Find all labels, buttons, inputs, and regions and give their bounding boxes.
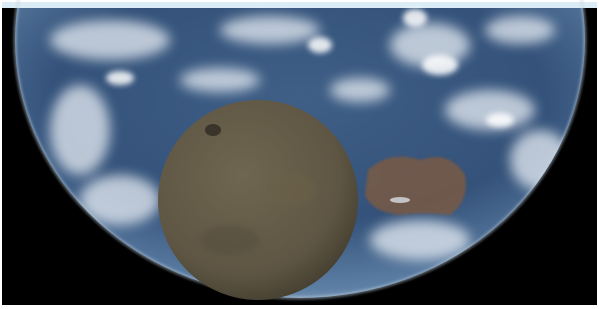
cloud	[180, 68, 260, 92]
cloud	[50, 85, 110, 175]
cloud	[390, 197, 410, 203]
cloud	[220, 16, 320, 44]
page: Moon transiting Earth {} html, body { ma…	[0, 0, 599, 309]
cloud	[485, 16, 555, 44]
crater	[265, 172, 315, 208]
crater	[200, 225, 260, 255]
cloud	[422, 55, 458, 75]
cloud	[50, 20, 170, 60]
australia	[365, 157, 466, 215]
cloud	[106, 71, 134, 85]
moon	[158, 100, 358, 300]
crater	[205, 124, 221, 136]
cloud	[370, 220, 470, 260]
cloud	[403, 9, 427, 27]
body	[0, 0, 599, 309]
cloud	[486, 113, 514, 127]
moon-disc	[158, 100, 358, 300]
cloud	[330, 78, 390, 102]
top-strip	[2, 2, 597, 8]
cloud	[308, 37, 332, 53]
photo	[0, 0, 599, 309]
